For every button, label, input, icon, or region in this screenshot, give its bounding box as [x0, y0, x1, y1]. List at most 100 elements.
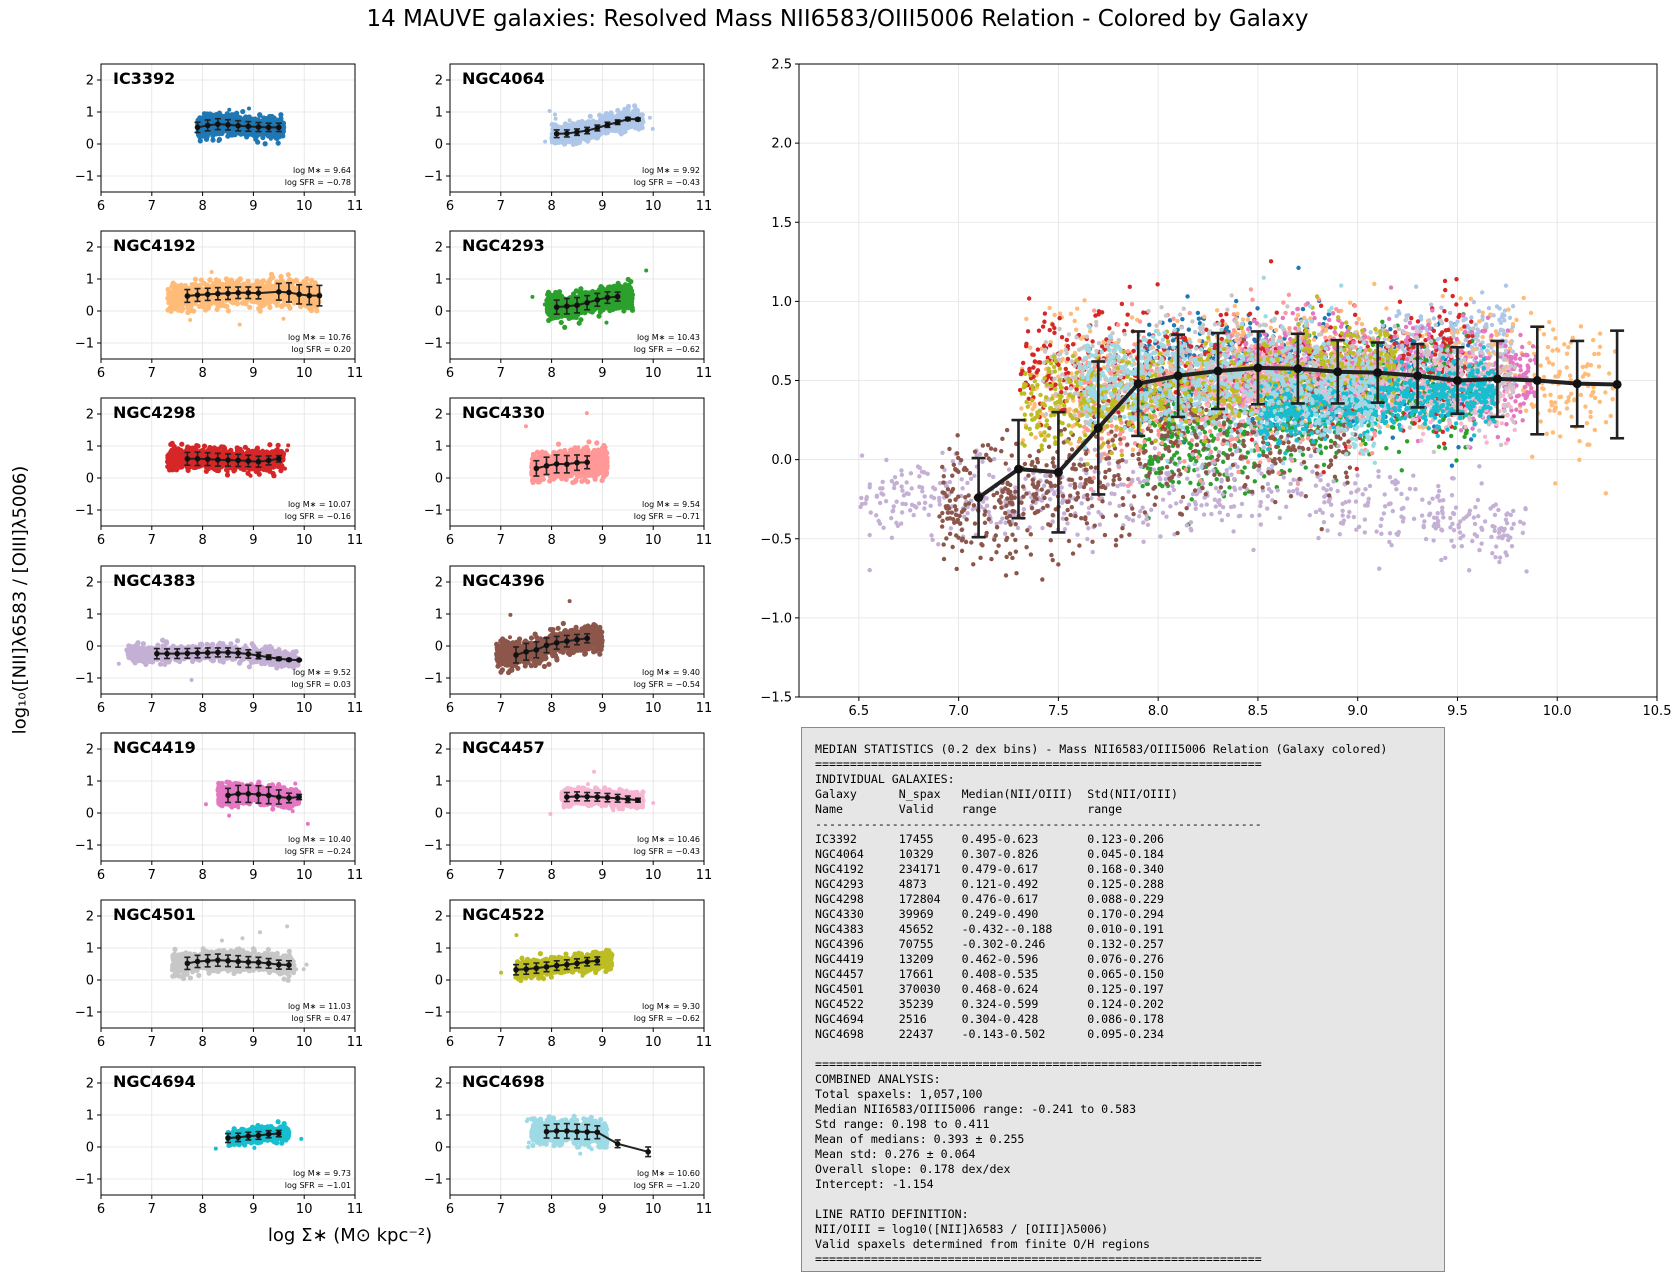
data-point: [268, 136, 273, 141]
data-point: [188, 317, 193, 322]
data-point: [201, 111, 208, 117]
median-point: [225, 122, 231, 128]
median-point: [245, 289, 252, 296]
galaxy-label: NGC4293: [462, 236, 545, 255]
data-point: [600, 307, 606, 313]
data-point: [589, 133, 596, 140]
data-point: [175, 464, 181, 470]
data-point: [275, 442, 281, 448]
data-point: [610, 286, 616, 292]
data-point: [216, 467, 222, 474]
y-tick-label: −1: [424, 337, 443, 352]
data-point: [309, 277, 315, 283]
data-point: [204, 130, 210, 136]
data-point: [176, 459, 182, 466]
data-point: [267, 442, 273, 448]
x-tick-label: 10: [645, 199, 662, 214]
x-tick-label: 8: [198, 366, 206, 381]
data-point: [270, 463, 276, 469]
data-point: [621, 284, 628, 290]
data-point: [210, 137, 216, 143]
data-point: [254, 278, 260, 284]
data-point: [172, 457, 178, 463]
data-point: [254, 445, 261, 451]
data-point: [587, 113, 593, 119]
data-point: [203, 307, 209, 313]
axes-frame: [449, 230, 705, 360]
data-point: [596, 313, 602, 319]
data-point: [223, 276, 230, 282]
data-point: [622, 106, 628, 112]
data-point: [272, 293, 278, 299]
y-tick-label: −1: [75, 170, 94, 185]
data-point: [576, 289, 583, 295]
data-point: [219, 113, 225, 119]
data-point: [260, 297, 267, 304]
data-point: [621, 120, 627, 126]
mass-annotation: log M∗ = 10.43: [637, 333, 700, 342]
data-point: [230, 460, 237, 466]
median-point: [553, 304, 560, 310]
data-point: [275, 140, 281, 146]
data-point: [230, 112, 236, 118]
data-point: [270, 274, 276, 281]
data-point: [264, 284, 270, 290]
data-point: [168, 459, 174, 465]
data-point: [613, 305, 619, 311]
data-point: [255, 139, 261, 145]
data-point: [546, 317, 552, 324]
data-point: [593, 305, 599, 312]
median-line: [187, 457, 279, 463]
x-tick-label: 10: [296, 199, 313, 214]
data-point: [644, 268, 649, 273]
data-point: [192, 276, 199, 282]
median-point: [574, 302, 580, 309]
x-tick-label: 6: [97, 199, 105, 214]
y-tick-label: 0: [435, 138, 443, 153]
data-point: [267, 299, 273, 305]
data-point: [228, 277, 235, 283]
x-tick-label: 8: [547, 199, 555, 214]
data-point: [562, 123, 568, 129]
data-point: [543, 139, 548, 144]
data-point: [622, 305, 628, 311]
data-point: [311, 301, 317, 308]
data-point: [239, 300, 246, 306]
x-tick-label: 6: [97, 533, 105, 548]
data-point: [203, 300, 209, 306]
y-tick-label: 0: [86, 305, 94, 320]
data-point: [282, 466, 287, 471]
median-point: [594, 125, 601, 131]
sfr-annotation: log SFR = −0.16: [285, 512, 351, 521]
median-point: [574, 129, 580, 135]
data-point: [625, 276, 631, 283]
data-point: [547, 306, 554, 312]
data-point: [245, 278, 251, 284]
median-point: [204, 456, 211, 462]
data-point: [214, 306, 220, 312]
median-point: [255, 290, 262, 296]
data-point: [249, 448, 255, 455]
median-point: [235, 122, 241, 129]
data-point: [269, 113, 275, 120]
data-point: [650, 126, 655, 131]
median-point: [245, 458, 252, 464]
data-point: [558, 319, 564, 326]
x-tick-label: 8: [547, 366, 555, 381]
data-point: [627, 291, 633, 297]
data-point: [200, 133, 206, 139]
data-point: [179, 285, 185, 291]
data-point: [269, 450, 275, 457]
data-point: [213, 277, 219, 283]
median-point: [614, 293, 621, 300]
data-point: [200, 288, 206, 295]
data-point: [570, 314, 576, 320]
x-tick-label: 10: [296, 533, 313, 548]
median-point: [594, 297, 601, 303]
median-point: [204, 291, 211, 298]
data-point: [225, 469, 230, 474]
data-point: [216, 139, 221, 144]
data-point: [171, 454, 176, 459]
